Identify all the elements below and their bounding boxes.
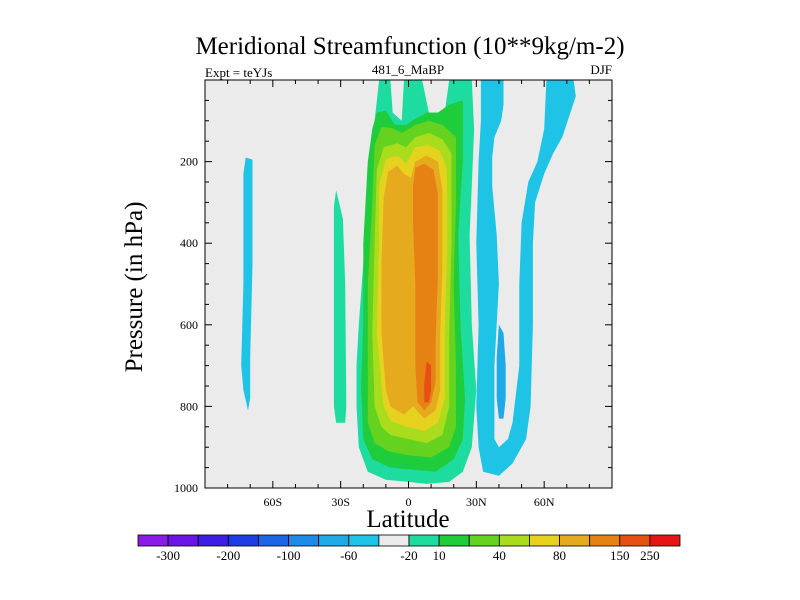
- colorbar-swatch-17: [649, 534, 681, 547]
- x-tick-label: 30N: [466, 495, 487, 509]
- colorbar-label: 80: [553, 548, 566, 563]
- colorbar-swatch-8: [378, 534, 410, 547]
- x-axis-label: Latitude: [366, 506, 449, 533]
- plot-area: [205, 80, 612, 488]
- contour-region-0: [241, 157, 253, 411]
- colorbar-swatch-7: [348, 534, 380, 547]
- colorbar-swatch-16: [619, 534, 651, 547]
- season-label: DJF: [590, 62, 612, 77]
- colorbar-label: -60: [340, 548, 357, 563]
- contour-region-9: [424, 361, 432, 403]
- y-tick-label: 200: [180, 155, 198, 169]
- contour-region-1: [333, 190, 347, 423]
- colorbar: -300 -200 -100 -60 -20 10 40 80 150 250: [137, 534, 681, 563]
- colorbar-swatch-6: [318, 534, 350, 547]
- colorbar-swatch-12: [498, 534, 530, 547]
- y-axis-label: Pressure (in hPa): [121, 202, 148, 373]
- colorbar-swatch-14: [559, 534, 591, 547]
- contour-region-11: [496, 324, 506, 419]
- colorbar-label: -100: [277, 548, 301, 563]
- colorbar-label: -20: [400, 548, 417, 563]
- axes: 60S 30S 0 30N 60N 200 400 600 800 1000: [174, 79, 613, 509]
- y-tick-label: 400: [180, 236, 198, 250]
- y-tick-label: 600: [180, 318, 198, 332]
- colorbar-swatch-13: [529, 534, 560, 547]
- x-tick-label: 60N: [534, 495, 555, 509]
- colorbar-swatch-9: [408, 534, 440, 547]
- colorbar-swatch-3: [227, 534, 259, 547]
- colorbar-label: 150: [610, 548, 630, 563]
- x-tick-label: 0: [406, 495, 412, 509]
- experiment-label: Expt = teYJs: [205, 65, 272, 80]
- colorbar-label: 10: [433, 548, 446, 563]
- colorbar-label: 250: [640, 548, 660, 563]
- x-tick-label: 30S: [331, 495, 350, 509]
- y-tick-label: 800: [180, 399, 198, 413]
- contour-region-10: [476, 80, 576, 476]
- colorbar-swatch-5: [288, 534, 320, 547]
- colorbar-swatch-10: [438, 534, 470, 547]
- center-label: 481_6_MaBP: [372, 62, 444, 77]
- colorbar-label: -200: [216, 548, 240, 563]
- colorbar-swatch-11: [468, 534, 500, 547]
- colorbar-swatch-1: [167, 534, 199, 547]
- colorbar-label: 40: [493, 548, 506, 563]
- colorbar-swatch-2: [197, 534, 229, 547]
- chart-title: Meridional Streamfunction (10**9kg/m-2): [195, 33, 624, 60]
- colorbar-swatch-4: [258, 534, 289, 547]
- colorbar-label: -300: [156, 548, 180, 563]
- contour-region-8: [413, 163, 438, 411]
- x-tick-label: 60S: [263, 495, 282, 509]
- colorbar-swatch-15: [589, 534, 621, 547]
- y-tick-label: 1000: [174, 481, 198, 495]
- colorbar-swatch-0: [137, 534, 169, 547]
